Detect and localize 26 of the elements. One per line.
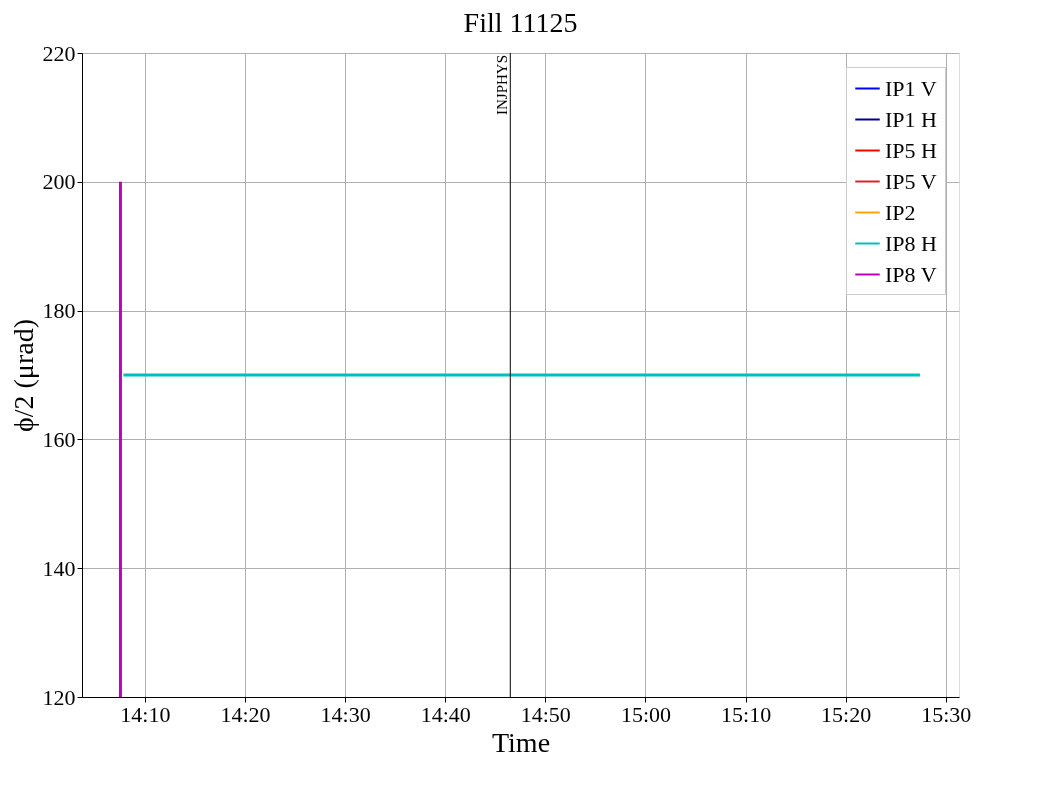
ref-line-label: INJPHYS bbox=[494, 55, 511, 116]
x-tick-label: 15:10 bbox=[721, 701, 772, 727]
x-tick-label: 14:10 bbox=[120, 701, 171, 727]
legend-label: IP8 H bbox=[885, 230, 938, 256]
x-tick-label: 14:50 bbox=[520, 701, 571, 727]
y-tick-label: 200 bbox=[42, 169, 76, 195]
y-axis-title: ϕ/2 (μrad) bbox=[7, 319, 39, 432]
y-tick-label: 160 bbox=[42, 426, 76, 452]
legend-label: IP1 V bbox=[885, 75, 937, 101]
x-tick-label: 15:20 bbox=[821, 701, 872, 727]
x-tick-label: 15:00 bbox=[620, 701, 671, 727]
legend-label: IP5 V bbox=[885, 168, 937, 194]
x-tick-label: 15:30 bbox=[921, 701, 972, 727]
x-tick-label: 14:40 bbox=[420, 701, 471, 727]
legend-label: IP2 bbox=[885, 199, 916, 225]
y-tick-label: 120 bbox=[42, 684, 76, 710]
y-tick-label: 180 bbox=[42, 298, 76, 324]
x-axis-title: Time bbox=[491, 726, 551, 758]
legend-label: IP8 V bbox=[885, 261, 937, 287]
legend-label: IP1 H bbox=[885, 106, 938, 132]
legend-label: IP5 H bbox=[885, 137, 938, 163]
x-tick-label: 14:20 bbox=[220, 701, 271, 727]
x-tick-label: 14:30 bbox=[320, 701, 371, 727]
y-tick-label: 140 bbox=[42, 555, 76, 581]
y-tick-label: 220 bbox=[42, 40, 76, 66]
chart-title: Fill 11125 bbox=[463, 7, 578, 38]
